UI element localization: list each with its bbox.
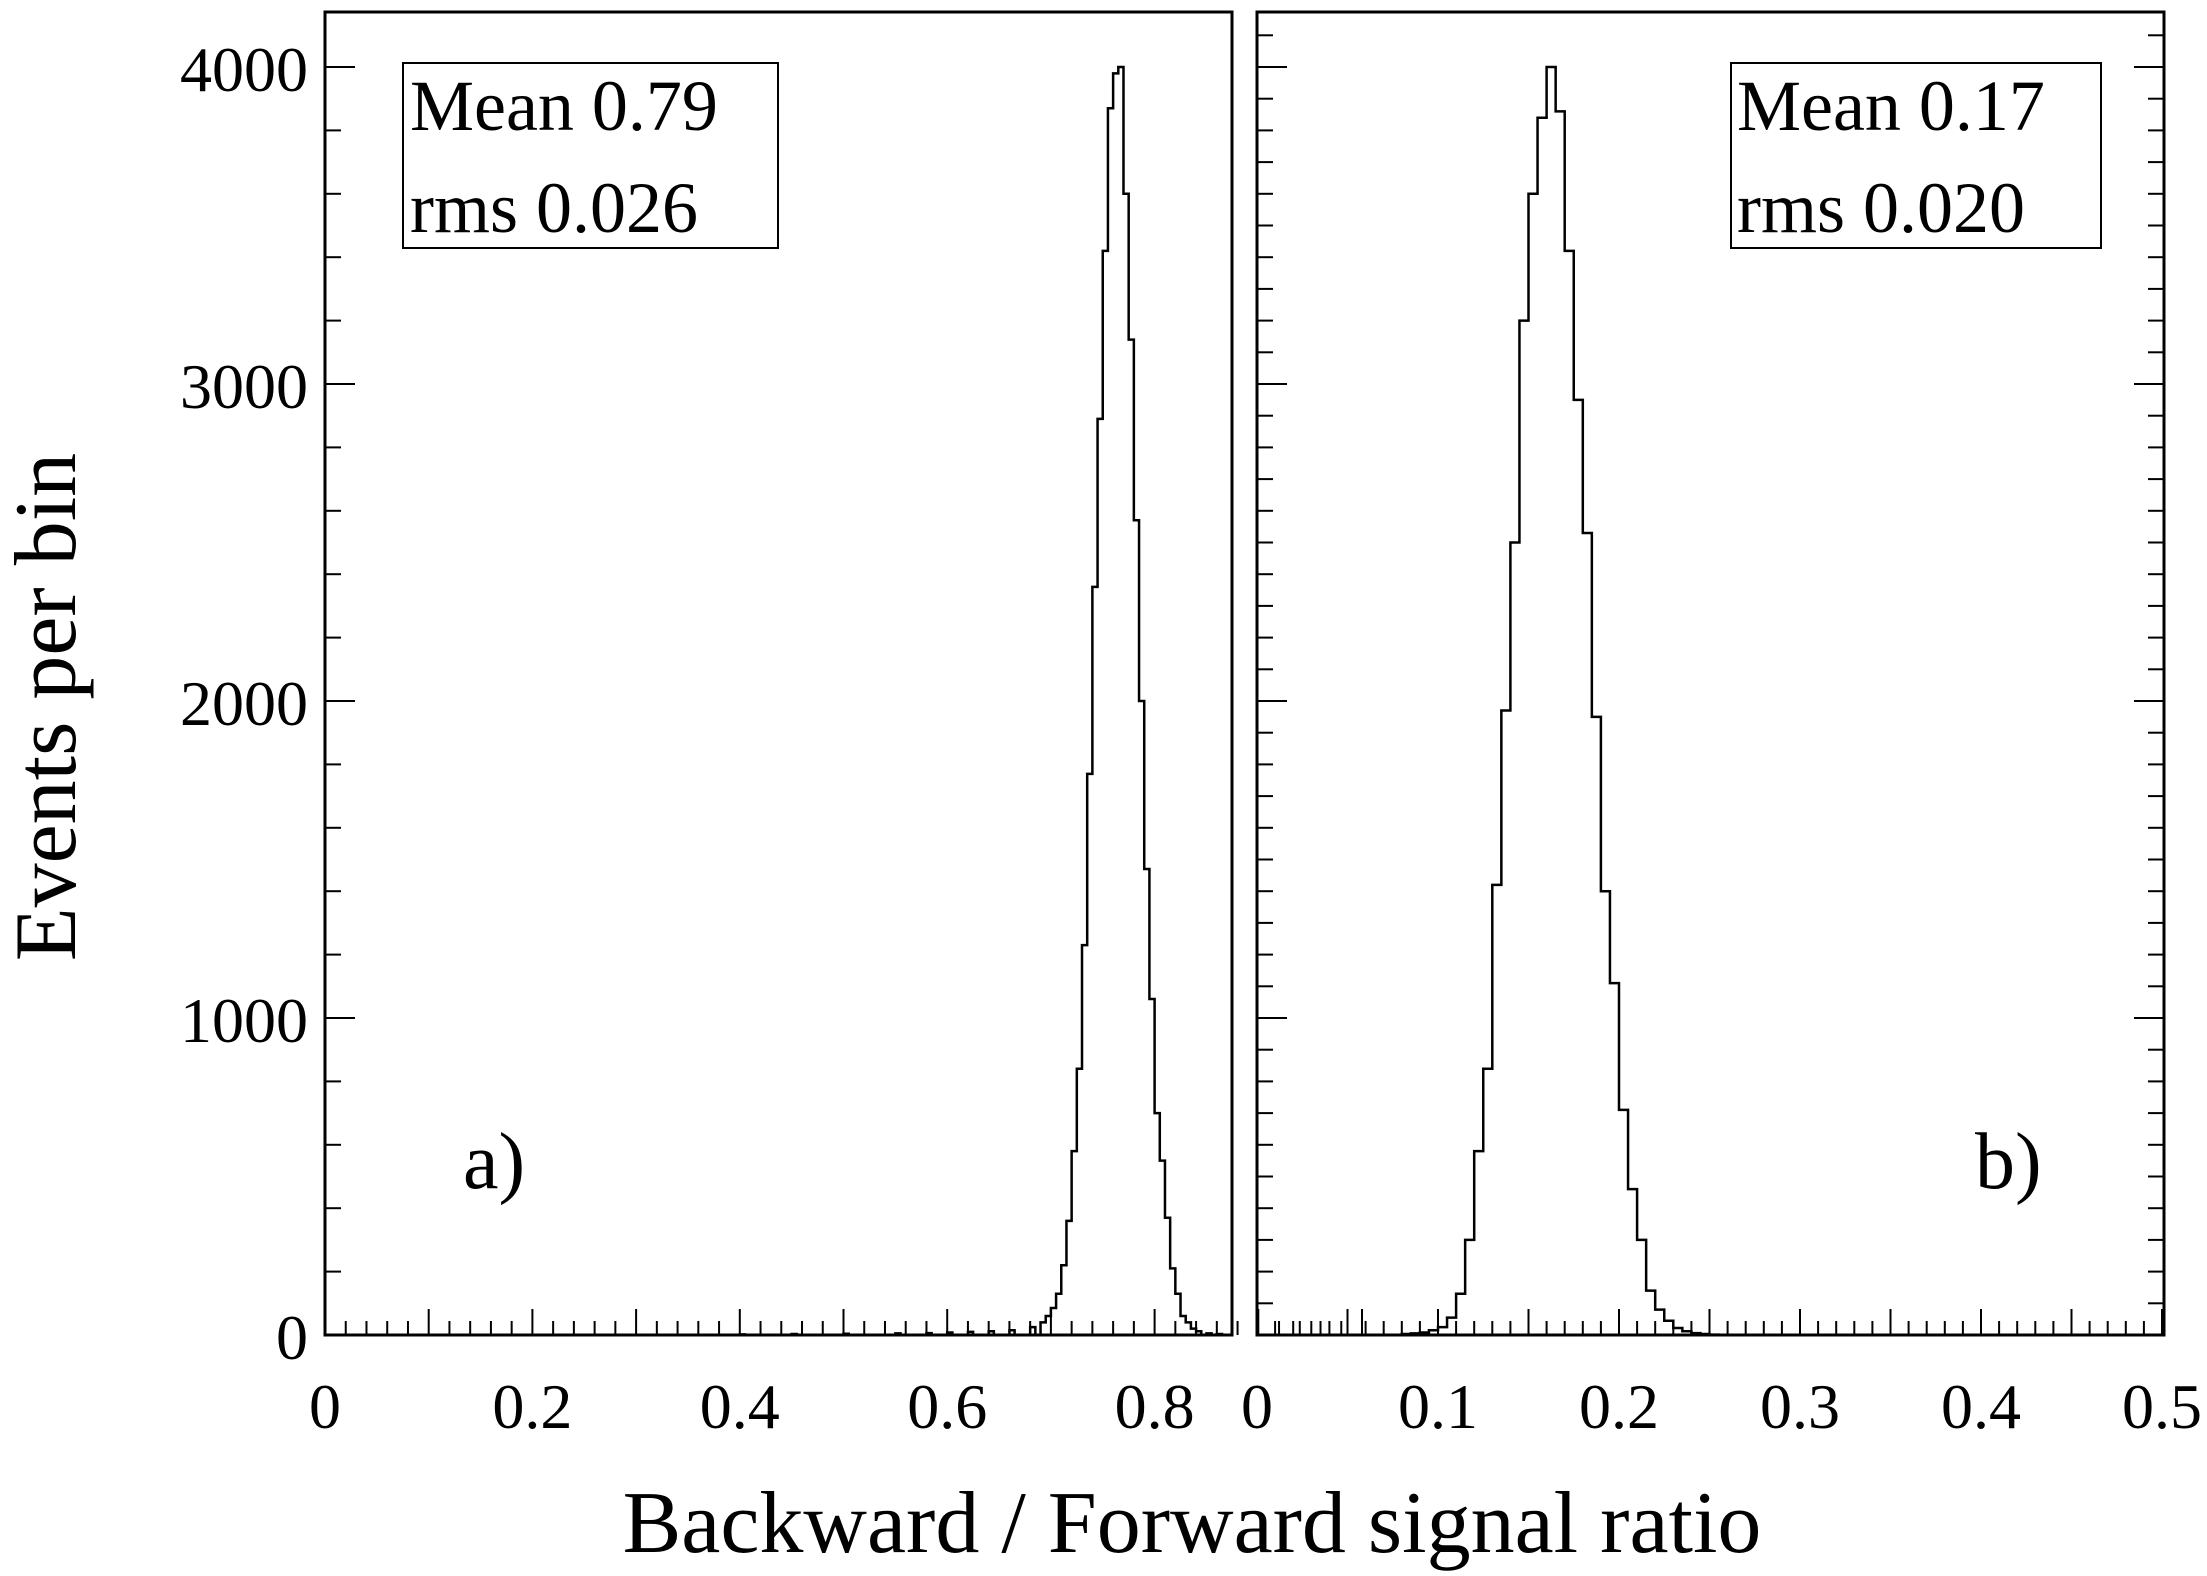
y-tick-label: 3000 [180,351,308,422]
histogram-bin [1646,1291,1655,1335]
plot-frame [323,10,1234,1337]
histogram-outline [1400,65,1720,1336]
histogram-bin [1456,1294,1465,1335]
histogram-outline [738,65,1224,1336]
y-tick-label: 0 [276,1302,308,1373]
histogram-bin [1565,251,1574,1335]
x-tick-label: 0 [1241,1371,1273,1442]
y-tick-label: 2000 [180,668,308,739]
y-tick-label: 1000 [180,985,308,1056]
histogram-bin [1465,1240,1474,1335]
histogram-bin [1510,543,1519,1336]
histogram-bin [1664,1321,1673,1335]
y-axis-label: Events per bin [0,453,95,961]
x-tick-label: 0.2 [1579,1371,1659,1442]
stats-rms: rms 0.026 [410,168,698,248]
histogram-bin [1583,533,1592,1335]
histogram-bin [1483,1069,1492,1335]
histogram-bin [1108,108,1113,1335]
stats-mean: Mean 0.17 [1737,66,2045,146]
histogram-bin [1447,1318,1456,1335]
stats-rms: rms 0.020 [1737,168,2025,248]
histogram-bin [1556,111,1565,1335]
histogram-bin [1538,118,1547,1335]
x-tick-label: 0.6 [907,1371,987,1442]
histogram-bin [1601,891,1610,1335]
histogram-bin [1113,73,1118,1335]
histogram-bin [1574,400,1583,1335]
histogram-bin [1474,1151,1483,1335]
histogram-bin [1492,885,1501,1335]
x-tick-label: 0.2 [492,1371,572,1442]
histogram-bin [1547,67,1556,1335]
stats-box [1730,62,2102,249]
x-tick-label: 0.5 [2122,1371,2202,1442]
x-tick-label: 0.8 [1115,1371,1195,1442]
histogram-bin [1592,717,1601,1335]
panel-a: 0 0.2 0.4 0.6 0.8 0 1000 2000 3000 4000 Mean 0.79 r… [180,10,1363,1442]
histogram-bin [1123,194,1128,1335]
histogram-bin [1655,1310,1664,1335]
panel-label: b) [1975,1118,2042,1206]
x-tick-label: 0.4 [1941,1371,2021,1442]
x-tick-label: 0.1 [1398,1371,1478,1442]
x-tick-label: 0.4 [700,1371,780,1442]
panel-label: a) [463,1118,525,1206]
histogram-bin [1610,983,1619,1335]
histogram-bin [1118,67,1123,1335]
y-tick-label: 4000 [180,34,308,105]
histogram-bin [1628,1189,1637,1335]
histogram-bin [1519,321,1528,1335]
stats-box [402,62,779,249]
histogram-bin [1501,711,1510,1335]
x-axis-label: Backward / Forward signal ratio [623,1475,1762,1572]
panel-b: 0 0.1 0.2 0.3 0.4 0.5 Mean 0.17 rms 0.020 b) [1241,10,2202,1442]
x-tick-label: 0.3 [1760,1371,1840,1442]
stats-mean: Mean 0.79 [410,66,718,146]
histogram-bin [1637,1240,1646,1335]
histogram-bin [1619,1110,1628,1335]
x-tick-label: 0 [309,1371,341,1442]
histogram-bin [1529,194,1538,1335]
